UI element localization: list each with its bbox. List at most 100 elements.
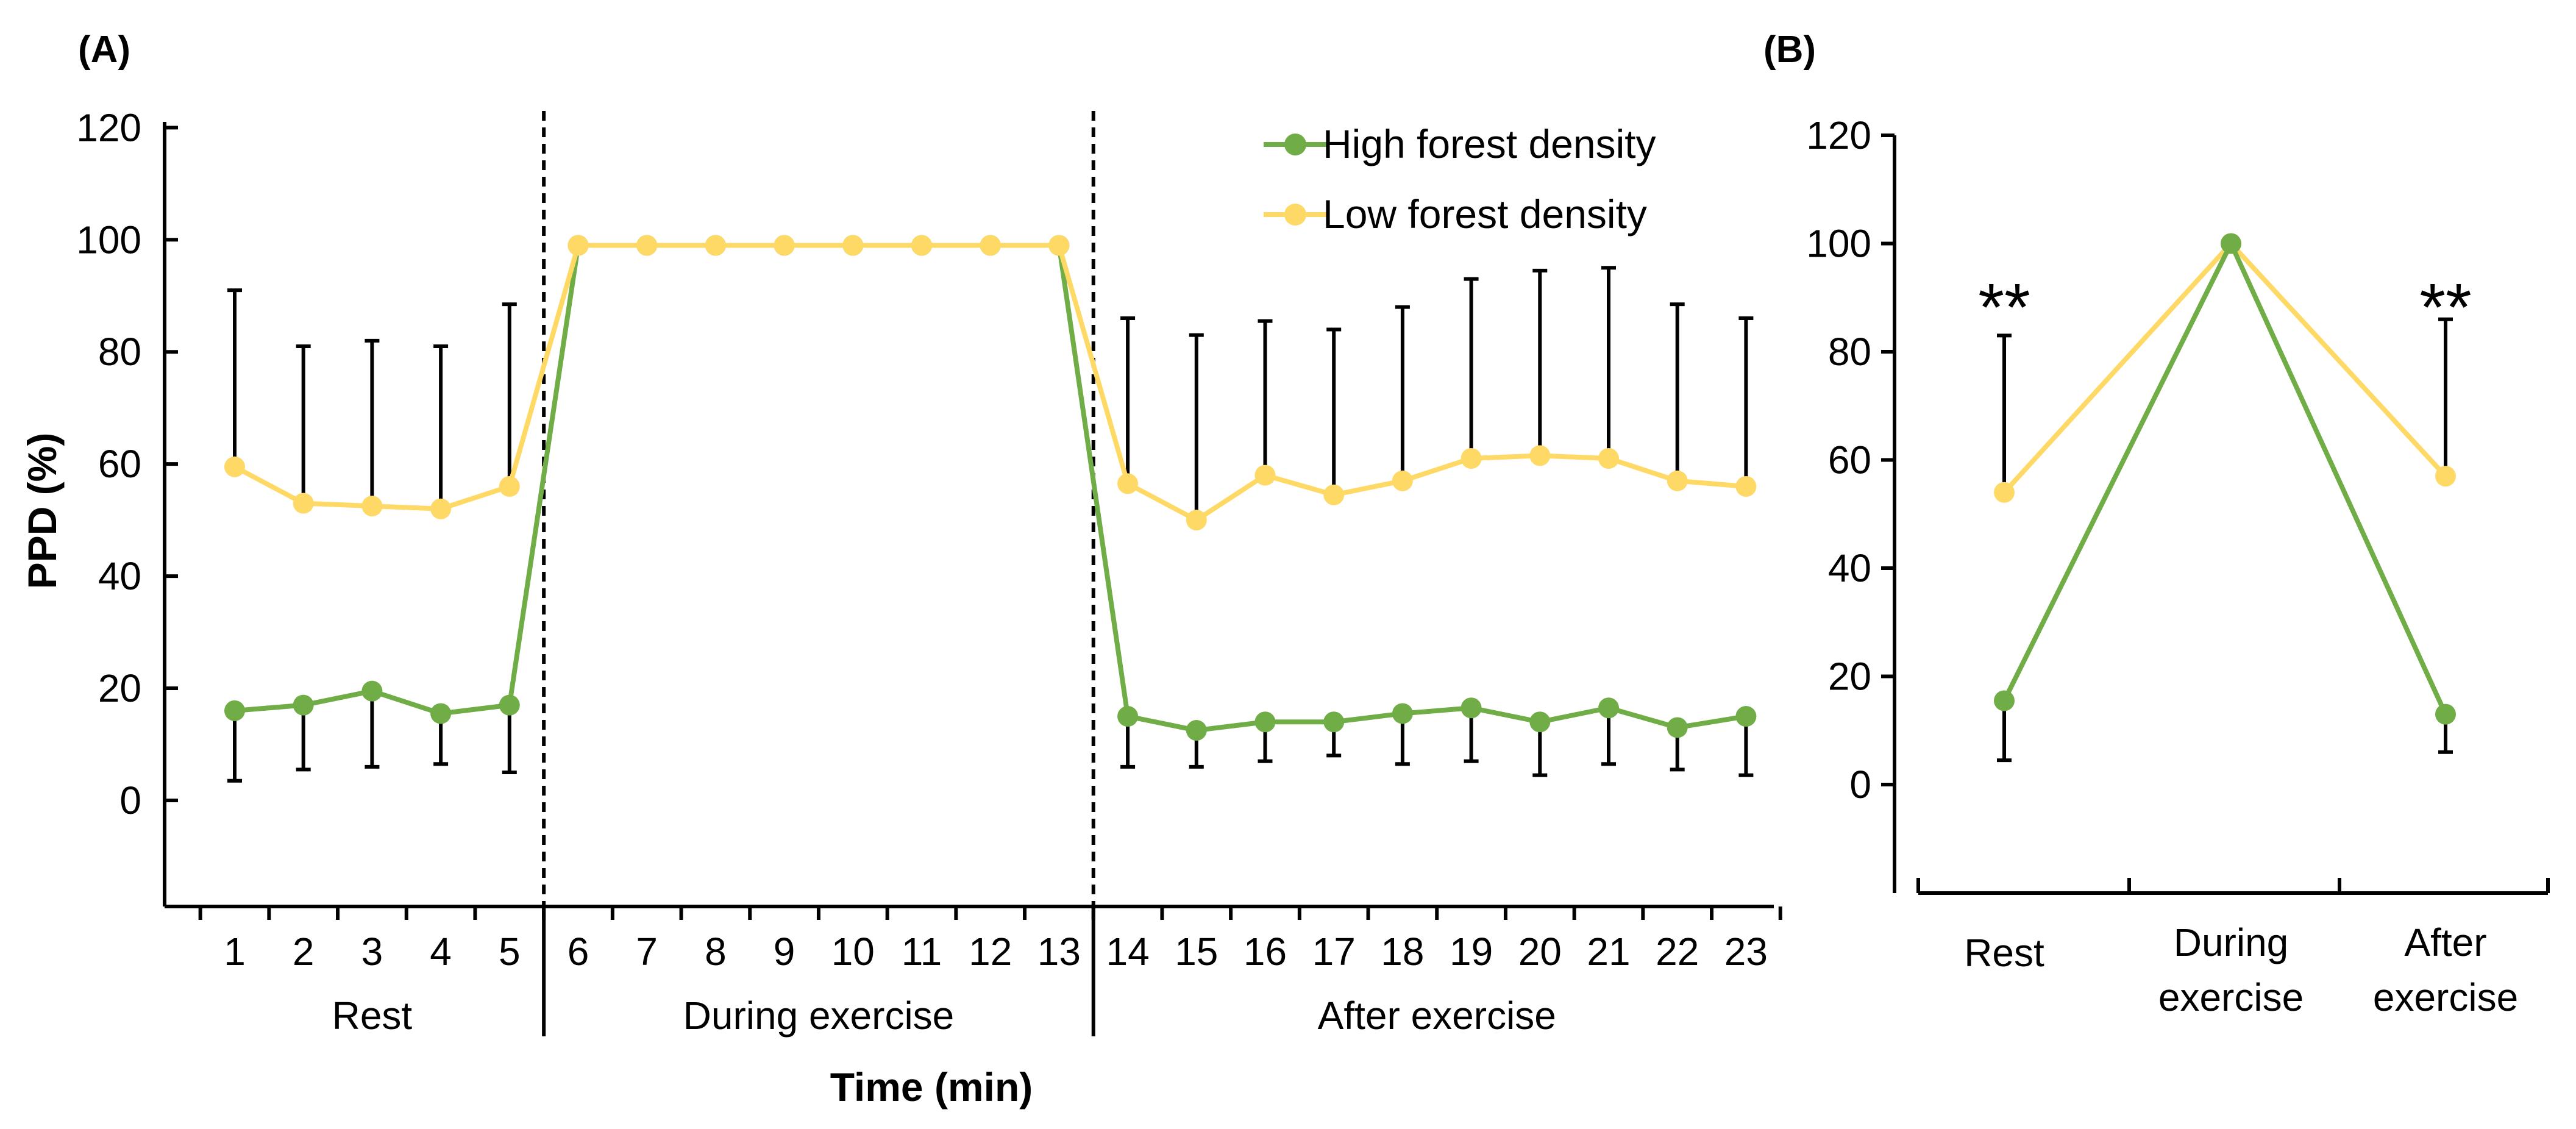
panel-b-x-tick-label: After exercise <box>2373 921 2518 1019</box>
panel-a-x-tick-label: 16 <box>1244 930 1287 974</box>
panel-a-point-low-forest-density <box>499 475 520 497</box>
legend-item-high-density: High forest density <box>1264 121 1656 166</box>
panel-a-x-tick-label: 20 <box>1518 930 1562 974</box>
panel-b-y-tick-label: 80 <box>1828 330 1871 374</box>
panel-a-point-low-forest-density <box>1048 235 1070 256</box>
panel-a-point-low-forest-density <box>774 235 795 256</box>
panel-a-phase-dividers: Rest During exercise After exercise <box>332 111 1556 1038</box>
panel-a-error-bars <box>227 266 1754 783</box>
panel-a-point-low-forest-density <box>1323 484 1345 505</box>
panel-b-series <box>1994 233 2456 725</box>
panel-a-point-high-forest-density <box>1254 711 1276 733</box>
panel-a-point-low-forest-density <box>911 235 932 256</box>
panel-a-y-axis: 0 20 40 60 80 100 120 <box>76 105 178 906</box>
panel-a-x-axis: 1 2 3 4 5 6 7 8 9 10 11 12 13 14 15 16 17 18 19 20 21 22 23 <box>165 905 1782 974</box>
panel-a-x-tick-label: 13 <box>1037 930 1081 974</box>
panel-a-point-low-forest-density <box>1392 470 1413 491</box>
panel-a-x-tick-label: 4 <box>430 930 452 974</box>
panel-a-x-axis-title: Time (min) <box>830 1064 1033 1109</box>
panel-a-x-tick-label: 10 <box>831 930 875 974</box>
panel-b-line-low-forest-density <box>2002 241 2447 494</box>
panel-b-annotations: ** ** <box>1978 270 2472 345</box>
panel-b-x-tick-label: During exercise <box>2158 921 2304 1019</box>
panel-b-y-tick-label: 120 <box>1806 113 1871 157</box>
panel-a-y-tick-label: 100 <box>76 218 141 262</box>
panel-b-y-tick-label: 100 <box>1806 222 1871 266</box>
panel-a-point-low-forest-density <box>1461 447 1482 469</box>
panel-a-point-high-forest-density <box>499 694 520 716</box>
panel-a-y-tick-label: 60 <box>98 442 141 486</box>
panel-a-x-tick-label: 7 <box>636 930 658 974</box>
panel-a-point-low-forest-density <box>705 235 726 256</box>
panel-b-point-high-forest-density <box>2435 703 2456 725</box>
panel-b-point-high-forest-density <box>2221 233 2241 254</box>
legend: High forest density Low forest density <box>1264 121 1656 237</box>
panel-a-point-low-forest-density <box>636 235 658 256</box>
panel-a-x-tick-label: 15 <box>1175 930 1218 974</box>
panel-a-point-high-forest-density <box>1392 703 1413 724</box>
panel-a-series <box>224 235 1757 741</box>
panel-a-phase-label: Rest <box>332 994 413 1038</box>
panel-a-point-high-forest-density <box>1323 711 1345 733</box>
panel-a-x-tick-label: 19 <box>1450 930 1493 974</box>
panel-a-x-tick-label: 23 <box>1724 930 1768 974</box>
panel-a-y-tick-label: 20 <box>98 666 141 710</box>
panel-a-line-high-forest-density <box>234 243 1747 733</box>
panel-a-x-tick-label: 3 <box>361 930 383 974</box>
panel-a-point-low-forest-density <box>224 456 245 477</box>
legend-item-low-density: Low forest density <box>1264 191 1647 237</box>
panel-b-y-tick-label: 60 <box>1828 438 1871 482</box>
panel-a-x-tick-label: 18 <box>1381 930 1424 974</box>
panel-a-x-tick-label: 11 <box>902 930 942 974</box>
panel-a-point-low-forest-density <box>1667 470 1688 491</box>
panel-a-point-low-forest-density <box>293 493 314 514</box>
panel-a-point-high-forest-density <box>361 680 383 702</box>
panel-a-point-high-forest-density <box>1529 711 1551 733</box>
panel-a-y-axis-title: PPD (%) <box>20 433 65 589</box>
panel-b-x-tick-label: Rest <box>1964 931 2044 975</box>
panel-a-y-tick-label: 80 <box>98 330 141 374</box>
panel-b-point-high-forest-density <box>1994 690 2015 711</box>
panel-b-error-bars <box>1997 317 2453 763</box>
panel-a-x-tick-label: 12 <box>969 930 1012 974</box>
panel-a-point-low-forest-density <box>980 235 1001 256</box>
panel-a-x-tick-label: 2 <box>293 930 315 974</box>
panel-b-significance-marker: ** <box>2419 270 2472 345</box>
panel-a-point-high-forest-density <box>224 700 245 721</box>
panel-a-x-tick-label: 5 <box>499 930 521 974</box>
panel-a-x-tick-label: 9 <box>774 930 795 974</box>
panel-a-point-high-forest-density <box>1735 706 1757 727</box>
panel-b-significance-marker: ** <box>1978 270 2030 345</box>
panel-b-line-high-forest-density <box>2002 241 2448 716</box>
panel-a-point-low-forest-density <box>842 235 864 256</box>
panel-a-point-low-forest-density <box>430 498 452 519</box>
panel-b-point-low-forest-density <box>2435 466 2456 487</box>
panel-a-y-tick-label: 40 <box>98 554 141 598</box>
panel-a-label: (A) <box>78 29 130 71</box>
panel-b-y-tick-label: 40 <box>1828 546 1871 590</box>
panel-b-y-tick-label: 20 <box>1828 655 1871 699</box>
panel-a-x-tick-label: 17 <box>1312 930 1356 974</box>
panel-a-point-low-forest-density <box>1254 465 1276 486</box>
panel-a-point-high-forest-density <box>430 703 452 724</box>
panel-a-x-tick-label: 1 <box>224 930 246 974</box>
panel-a-point-low-forest-density <box>1735 475 1757 497</box>
panel-a-point-low-forest-density <box>1598 447 1619 469</box>
panel-b-y-tick-label: 0 <box>1849 763 1871 807</box>
panel-a-point-low-forest-density <box>1529 445 1551 466</box>
panel-a-y-tick-label: 120 <box>76 105 141 149</box>
panel-a-point-low-forest-density <box>1186 510 1207 531</box>
panel-b-x-axis: Rest During exercise After exercise <box>1916 878 2550 1019</box>
panel-b-point-low-forest-density <box>1994 482 2015 503</box>
panel-a-point-low-forest-density <box>361 496 383 517</box>
legend-label-high-density: High forest density <box>1323 121 1656 166</box>
panel-a-phase-label: After exercise <box>1318 994 1556 1038</box>
panel-b-label: (B) <box>1763 29 1816 71</box>
panel-a-point-high-forest-density <box>1117 706 1139 727</box>
panel-a-x-tick-label: 8 <box>705 930 727 974</box>
panel-a-x-tick-label: 21 <box>1587 930 1630 974</box>
panel-a-x-tick-label: 22 <box>1656 930 1699 974</box>
legend-label-low-density: Low forest density <box>1323 191 1647 237</box>
panel-a-line-low-forest-density <box>233 243 1746 523</box>
